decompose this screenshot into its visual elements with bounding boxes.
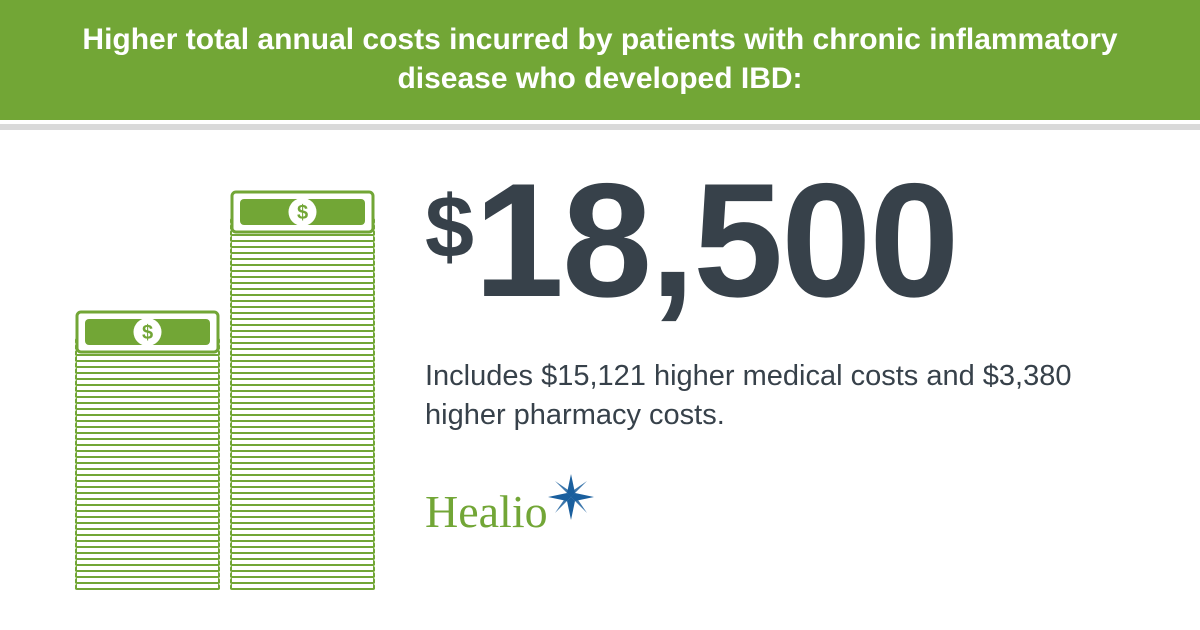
- logo-text: Healio: [425, 485, 548, 538]
- svg-text:$: $: [297, 202, 308, 224]
- right-column: $18,500 Includes $15,121 higher medical …: [425, 160, 1140, 538]
- header-band: Higher total annual costs incurred by pa…: [0, 0, 1200, 120]
- svg-text:$: $: [142, 322, 153, 344]
- top-bill: $: [75, 310, 220, 354]
- headline-amount: $18,500: [425, 170, 1140, 313]
- top-bill: $: [230, 190, 375, 234]
- star-icon: [546, 472, 596, 522]
- currency-symbol: $: [425, 177, 474, 276]
- brand-logo: Healio: [425, 485, 1140, 538]
- money-stack: $: [75, 338, 220, 590]
- content-area: $$ $18,500 Includes $15,121 higher medic…: [0, 130, 1200, 590]
- sub-text: Includes $15,121 higher medical costs an…: [425, 357, 1140, 435]
- header-title: Higher total annual costs incurred by pa…: [60, 20, 1140, 98]
- amount-value: 18,500: [474, 150, 958, 331]
- money-stack: $: [230, 218, 375, 590]
- money-stacks-illustration: $$: [75, 160, 375, 590]
